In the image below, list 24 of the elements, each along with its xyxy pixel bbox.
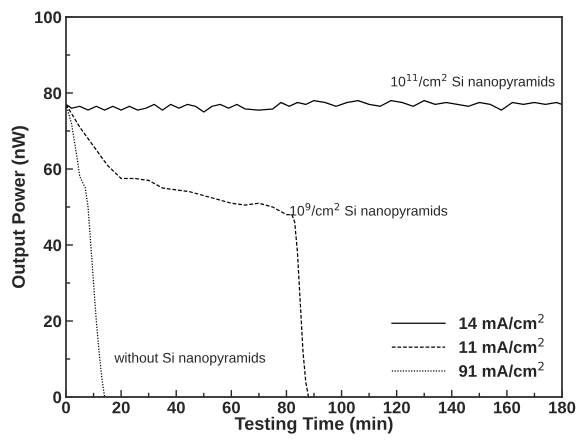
x-tick-label: 0 <box>62 402 70 414</box>
legend-label: 11 mA/cm$^{2}$ <box>460 338 544 354</box>
annotation: without Si nanopyramids <box>114 352 266 366</box>
x-tick-label: 40 <box>167 402 185 414</box>
y-tick-label: 20 <box>44 315 62 328</box>
x-tick-label: 180 <box>549 402 576 414</box>
annotation: 10$^{11}$/cm$^{2}$ Si nanopyramids <box>391 74 555 90</box>
x-tick-label: 140 <box>438 402 465 414</box>
y-tick-label: 40 <box>44 239 62 252</box>
x-tick-label: 100 <box>328 402 355 414</box>
y-axis-title: Output Power (nW) <box>12 126 28 288</box>
x-tick-label: 160 <box>494 402 520 414</box>
x-tick-label: 20 <box>112 402 130 414</box>
y-tick-label: 60 <box>44 163 62 176</box>
legend-label: 14 mA/cm$^{2}$ <box>460 314 544 330</box>
y-tick-label: 80 <box>44 87 62 100</box>
x-axis-title: Testing Time (min) <box>234 416 393 434</box>
y-tick-label: 0 <box>53 391 62 404</box>
x-tick-label: 120 <box>384 402 410 414</box>
x-tick-label: 60 <box>222 402 240 414</box>
legend-label: 91 mA/cm$^{2}$ <box>459 362 544 378</box>
x-tick-label: 80 <box>278 402 296 414</box>
annotation: 10$^{9}$/cm$^{2}$ Si nanopyramids <box>290 203 448 218</box>
y-tick-label: 100 <box>35 11 62 24</box>
